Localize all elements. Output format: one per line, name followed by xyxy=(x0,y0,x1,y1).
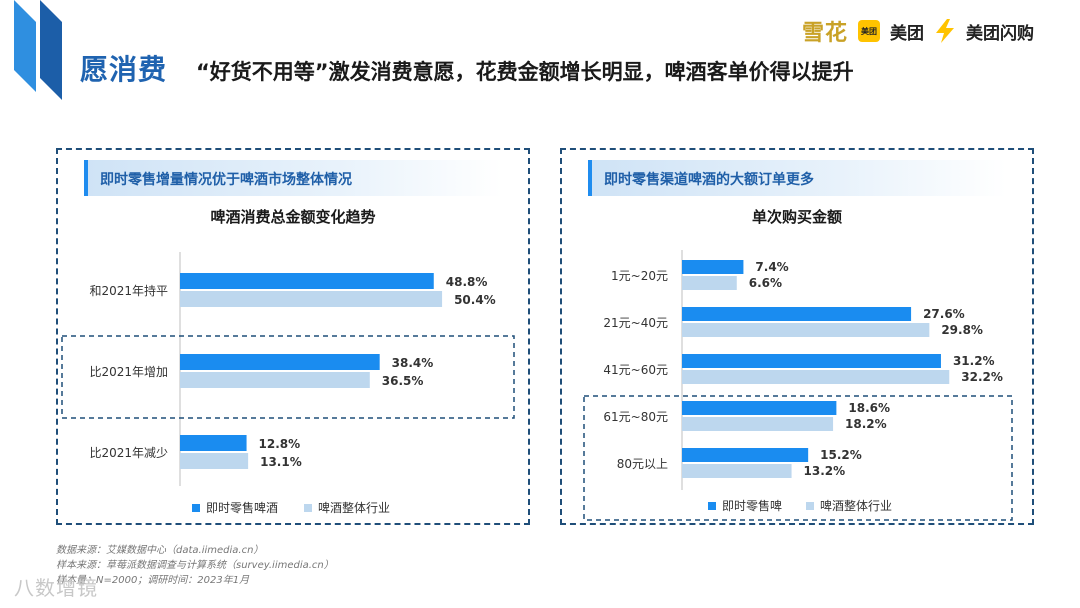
category-label: 比2021年减少 xyxy=(89,446,168,460)
data-label: 13.1% xyxy=(260,455,302,469)
brand-logos: 雪花 美团 美团 美团闪购 xyxy=(801,18,1034,46)
source-line-3: 样本量：N=2000；调研时间：2023年1月 xyxy=(56,575,250,586)
bar-instant-retail xyxy=(682,307,912,321)
right-chart-title: 单次购买金额 xyxy=(751,208,842,226)
right-panel-banner: 即时零售渠道啤酒的大额订单更多 xyxy=(588,160,1006,196)
data-label: 18.6% xyxy=(848,401,890,415)
page-headline: “好货不用等”激发消费意愿，花费金额增长明显，啤酒客单价得以提升 xyxy=(196,60,854,84)
left-panel-banner-text: 即时零售增量情况优于啤酒市场整体情况 xyxy=(100,172,352,188)
legend-label: 啤酒整体行业 xyxy=(820,498,892,513)
right-chart-panel: 即时零售渠道啤酒的大额订单更多 单次购买金额 1元~20元 7.4% 6.6% 21元… xyxy=(560,148,1034,525)
watermark: 八数增镜 xyxy=(14,576,98,600)
meituan-flash-logo-text: 美团闪购 xyxy=(966,23,1034,44)
right-bar-chart: 1元~20元 7.4% 6.6% 21元~40元 27.6% 29.8% 41元~60元 31… xyxy=(583,250,1013,521)
data-label: 18.2% xyxy=(845,417,887,431)
left-panel-banner: 即时零售增量情况优于啤酒市场整体情况 xyxy=(84,160,502,196)
bar-industry xyxy=(180,453,249,469)
legend-swatch xyxy=(304,504,312,512)
data-label: 27.6% xyxy=(923,307,965,321)
left-chart-panel: 即时零售增量情况优于啤酒市场整体情况 啤酒消费总金额变化趋势 和2021年持平 4… xyxy=(56,148,530,525)
lightning-bolt-icon xyxy=(936,19,954,43)
legend-swatch xyxy=(192,504,200,512)
bar-industry xyxy=(682,323,930,337)
meituan-logo-text: 美团 xyxy=(890,23,924,44)
bar-instant-retail xyxy=(180,273,434,289)
data-label: 13.2% xyxy=(804,464,846,478)
bar-industry xyxy=(682,370,950,384)
category-label: 比2021年增加 xyxy=(89,365,168,379)
bar-instant-retail xyxy=(682,354,941,368)
source-line-2: 样本来源：草莓派数据调查与计算系统（survey.iimedia.cn） xyxy=(56,560,334,571)
highlight-box xyxy=(583,395,1013,521)
bar-instant-retail xyxy=(682,401,837,415)
source-line-1: 数据来源：艾媒数据中心（data.iimedia.cn） xyxy=(56,545,264,556)
left-bar-chart: 和2021年持平 48.8% 50.4% 比2021年增加 38.4% 36.5% 比202… xyxy=(61,252,515,515)
legend-label: 啤酒整体行业 xyxy=(318,500,390,515)
corner-decoration-dark xyxy=(40,0,62,100)
bar-industry xyxy=(682,417,834,431)
source-notes: 数据来源：艾媒数据中心（data.iimedia.cn） 样本来源：草莓派数据调… xyxy=(56,543,334,588)
data-label: 50.4% xyxy=(454,293,496,307)
data-label: 29.8% xyxy=(941,323,983,337)
category-label: 1元~20元 xyxy=(611,269,668,283)
legend-label: 即时零售啤 xyxy=(722,498,782,513)
data-label: 15.2% xyxy=(820,448,862,462)
category-label: 41元~60元 xyxy=(603,363,668,377)
section-title: 愿消费 xyxy=(80,53,168,86)
data-label: 48.8% xyxy=(446,275,488,289)
category-label: 21元~40元 xyxy=(603,316,668,330)
legend-label: 即时零售啤酒 xyxy=(206,500,278,515)
bar-instant-retail xyxy=(180,435,247,451)
meituan-badge-icon: 美团 xyxy=(858,20,880,42)
snow-beer-logo: 雪花 xyxy=(801,20,848,46)
category-label: 和2021年持平 xyxy=(89,283,168,298)
data-label: 12.8% xyxy=(259,437,301,451)
legend-swatch xyxy=(806,502,814,510)
category-label: 61元~80元 xyxy=(603,410,668,424)
data-label: 36.5% xyxy=(382,374,424,388)
left-chart-title: 啤酒消费总金额变化趋势 xyxy=(210,208,376,226)
bar-instant-retail xyxy=(682,260,744,274)
data-label: 31.2% xyxy=(953,354,995,368)
data-label: 38.4% xyxy=(392,356,434,370)
data-label: 6.6% xyxy=(749,276,782,290)
bar-industry xyxy=(180,291,443,307)
category-label: 80元以上 xyxy=(617,457,668,471)
highlight-box xyxy=(61,335,515,419)
corner-decoration xyxy=(14,0,36,92)
bar-instant-retail xyxy=(682,448,809,462)
bar-industry xyxy=(682,464,792,478)
legend-swatch xyxy=(708,502,716,510)
bar-industry xyxy=(180,372,370,388)
bar-instant-retail xyxy=(180,354,380,370)
data-label: 32.2% xyxy=(961,370,1003,384)
right-panel-banner-text: 即时零售渠道啤酒的大额订单更多 xyxy=(604,172,814,188)
data-label: 7.4% xyxy=(755,260,788,274)
bar-industry xyxy=(682,276,737,290)
